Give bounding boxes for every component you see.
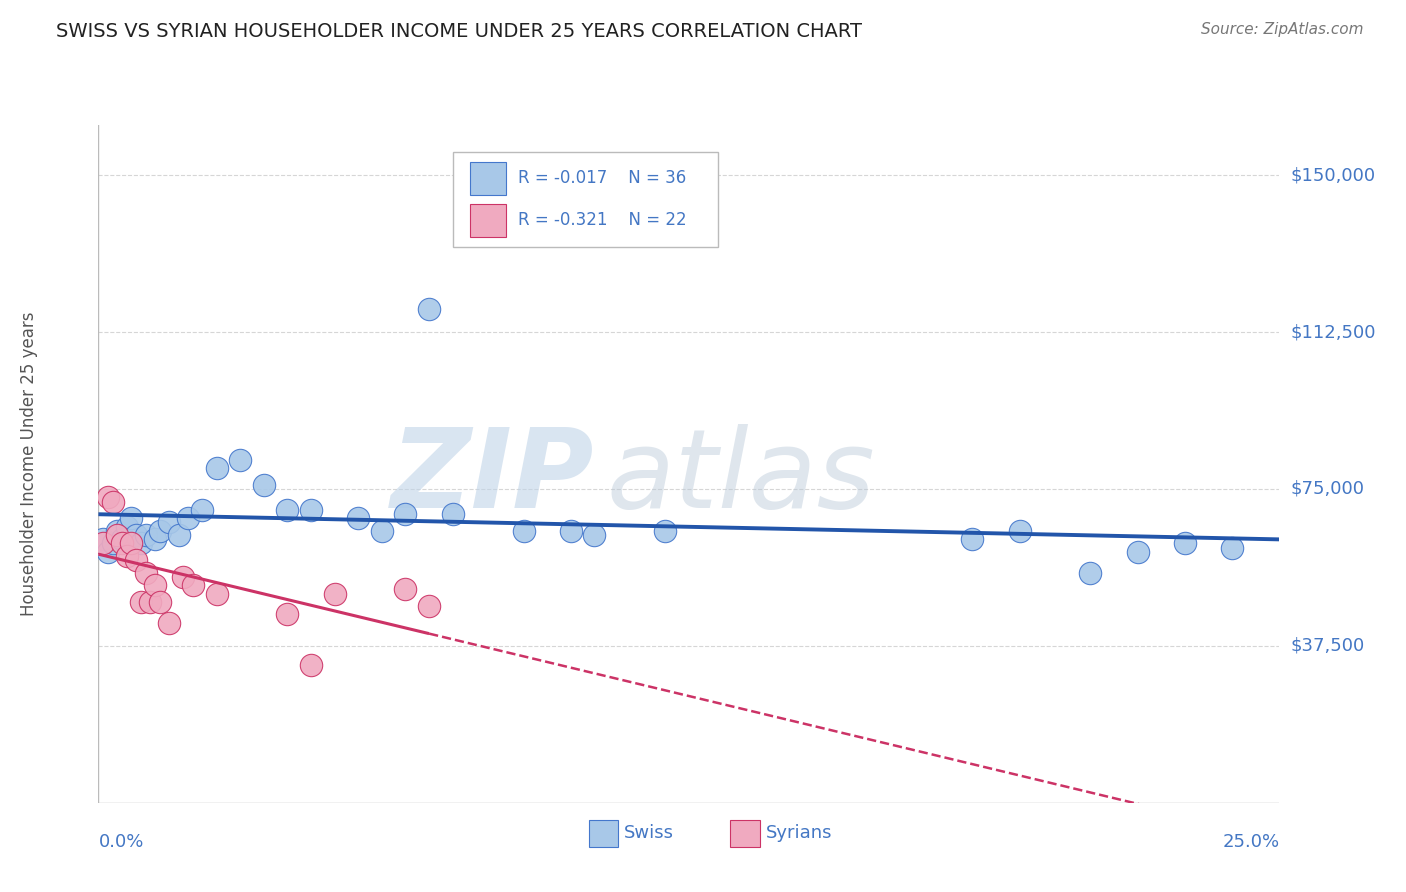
Point xyxy=(105,524,128,538)
Point xyxy=(560,524,582,538)
Point xyxy=(1174,536,1197,550)
Point xyxy=(512,524,534,538)
Point xyxy=(394,507,416,521)
Point xyxy=(149,524,172,538)
Point xyxy=(177,511,200,525)
Point xyxy=(394,582,416,597)
Point xyxy=(371,524,394,538)
Point xyxy=(139,595,162,609)
Point xyxy=(167,528,190,542)
Point xyxy=(347,511,370,525)
Point xyxy=(121,511,143,525)
Text: R = -0.017    N = 36: R = -0.017 N = 36 xyxy=(517,169,686,187)
Point xyxy=(1220,541,1243,555)
Point xyxy=(229,452,252,467)
Point xyxy=(1008,524,1031,538)
Point xyxy=(101,494,124,508)
Point xyxy=(441,507,464,521)
Text: Syrians: Syrians xyxy=(766,824,832,842)
Text: $150,000: $150,000 xyxy=(1291,166,1375,184)
Text: SWISS VS SYRIAN HOUSEHOLDER INCOME UNDER 25 YEARS CORRELATION CHART: SWISS VS SYRIAN HOUSEHOLDER INCOME UNDER… xyxy=(56,22,862,41)
Point xyxy=(91,532,114,546)
FancyBboxPatch shape xyxy=(471,162,506,194)
Point xyxy=(125,553,148,567)
Point xyxy=(1080,566,1102,580)
Text: $112,500: $112,500 xyxy=(1291,323,1376,341)
Point xyxy=(129,595,152,609)
Point xyxy=(101,536,124,550)
Text: $75,000: $75,000 xyxy=(1291,480,1365,498)
Text: 0.0%: 0.0% xyxy=(98,833,143,851)
Point xyxy=(91,536,114,550)
FancyBboxPatch shape xyxy=(453,152,718,247)
Point xyxy=(125,528,148,542)
Text: 25.0%: 25.0% xyxy=(1222,833,1279,851)
Point xyxy=(253,477,276,491)
Point xyxy=(1126,545,1149,559)
Point xyxy=(143,532,166,546)
Point xyxy=(654,524,676,538)
Text: $37,500: $37,500 xyxy=(1291,637,1365,655)
Point xyxy=(181,578,204,592)
Point xyxy=(418,599,440,614)
Point xyxy=(276,503,298,517)
Point xyxy=(323,586,346,600)
FancyBboxPatch shape xyxy=(589,820,619,847)
Point xyxy=(121,536,143,550)
Point xyxy=(143,578,166,592)
Point xyxy=(97,491,120,505)
Point xyxy=(129,536,152,550)
Point xyxy=(97,545,120,559)
Point xyxy=(105,528,128,542)
Text: Householder Income Under 25 years: Householder Income Under 25 years xyxy=(20,311,38,616)
Text: R = -0.321    N = 22: R = -0.321 N = 22 xyxy=(517,211,686,229)
Text: Swiss: Swiss xyxy=(624,824,673,842)
Point xyxy=(299,657,322,672)
Point xyxy=(111,536,134,550)
Point xyxy=(157,516,180,530)
Point xyxy=(276,607,298,622)
Point xyxy=(157,615,180,630)
Text: atlas: atlas xyxy=(606,424,875,531)
Point xyxy=(111,532,134,546)
Point xyxy=(191,503,214,517)
Point xyxy=(583,528,606,542)
Point xyxy=(135,528,157,542)
Point xyxy=(418,301,440,316)
Point xyxy=(135,566,157,580)
Point xyxy=(205,586,228,600)
Point xyxy=(149,595,172,609)
Point xyxy=(205,461,228,475)
Point xyxy=(299,503,322,517)
FancyBboxPatch shape xyxy=(730,820,759,847)
FancyBboxPatch shape xyxy=(471,204,506,236)
Point xyxy=(115,519,138,533)
Point xyxy=(172,570,194,584)
Point xyxy=(115,549,138,563)
Text: Source: ZipAtlas.com: Source: ZipAtlas.com xyxy=(1201,22,1364,37)
Point xyxy=(962,532,984,546)
Text: ZIP: ZIP xyxy=(391,424,595,531)
